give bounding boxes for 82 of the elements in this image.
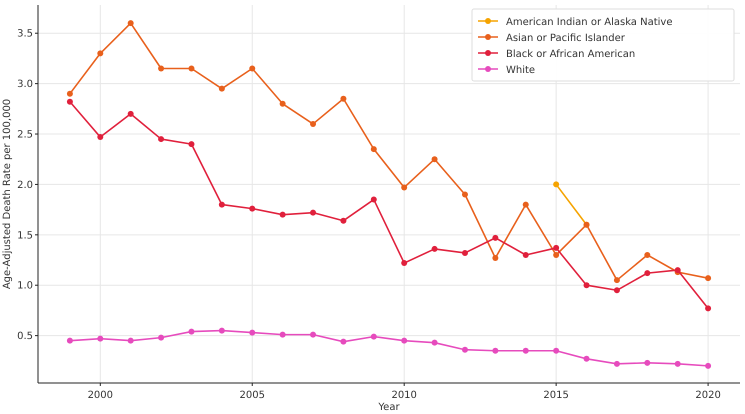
point [128,338,134,344]
point [553,348,560,354]
legend-label: American Indian or Alaska Native [506,17,672,28]
point [432,246,438,252]
point [462,250,468,256]
legend-label: Black or African American [506,49,636,60]
x-tick-label: 2015 [543,390,569,401]
y-tick-label: 3.5 [17,28,33,40]
point [492,348,498,354]
legend-label: White [506,65,536,76]
legend-label: Asian or Pacific Islander [506,33,626,44]
point [66,90,73,97]
point [310,332,316,338]
point [249,206,256,212]
point [310,120,316,127]
point [614,287,620,294]
point [97,134,104,140]
point [584,356,590,362]
point [249,330,256,336]
y-tick-label: 2.5 [17,130,33,141]
point [66,98,73,105]
point [522,348,529,354]
point [644,252,650,258]
point [218,86,225,92]
y-tick-label: 1.5 [17,230,33,242]
point [401,338,408,344]
point [66,338,73,344]
point [614,277,620,284]
point [462,192,468,198]
point [705,275,712,282]
point [128,20,134,26]
point [401,260,408,266]
point [218,328,225,334]
point [158,66,164,72]
point [553,252,560,258]
point [280,212,286,218]
point [705,305,712,312]
point [522,202,529,208]
point [644,360,650,366]
y-tick-label: 1.0 [17,280,33,292]
x-axis-title: Year [377,402,400,413]
point [553,244,560,251]
point [188,66,194,72]
point [188,328,194,335]
point [492,234,498,241]
y-axis-title: Age-Adjusted Death Rate per 100,000 [2,98,13,290]
y-tick-label: 0.5 [17,331,33,342]
point [158,136,164,142]
point [340,218,346,224]
point [280,100,286,107]
point [584,282,590,288]
x-tick-label: 2020 [695,390,721,401]
point [310,210,316,216]
y-tick-label: 3.0 [17,79,33,90]
point [340,338,346,345]
point [401,184,408,190]
x-tick-label: 2010 [391,390,417,401]
point [249,66,256,72]
point [128,110,134,117]
point [644,270,650,276]
point [218,202,225,208]
point [280,332,286,338]
y-tick-label: 2.0 [17,180,33,191]
point [370,146,377,152]
point [432,340,438,346]
point [522,252,529,258]
x-tick-label: 2005 [240,390,265,401]
point [492,255,498,262]
point [462,346,468,353]
point [340,96,346,102]
point [370,334,377,340]
x-tick-label: 2000 [88,390,114,401]
point [370,196,377,203]
point [97,50,104,56]
point [674,360,681,367]
point [188,141,194,148]
point [614,360,620,367]
point [553,181,560,188]
point [705,362,712,369]
point [97,336,104,342]
point [158,334,164,341]
point [432,156,438,162]
